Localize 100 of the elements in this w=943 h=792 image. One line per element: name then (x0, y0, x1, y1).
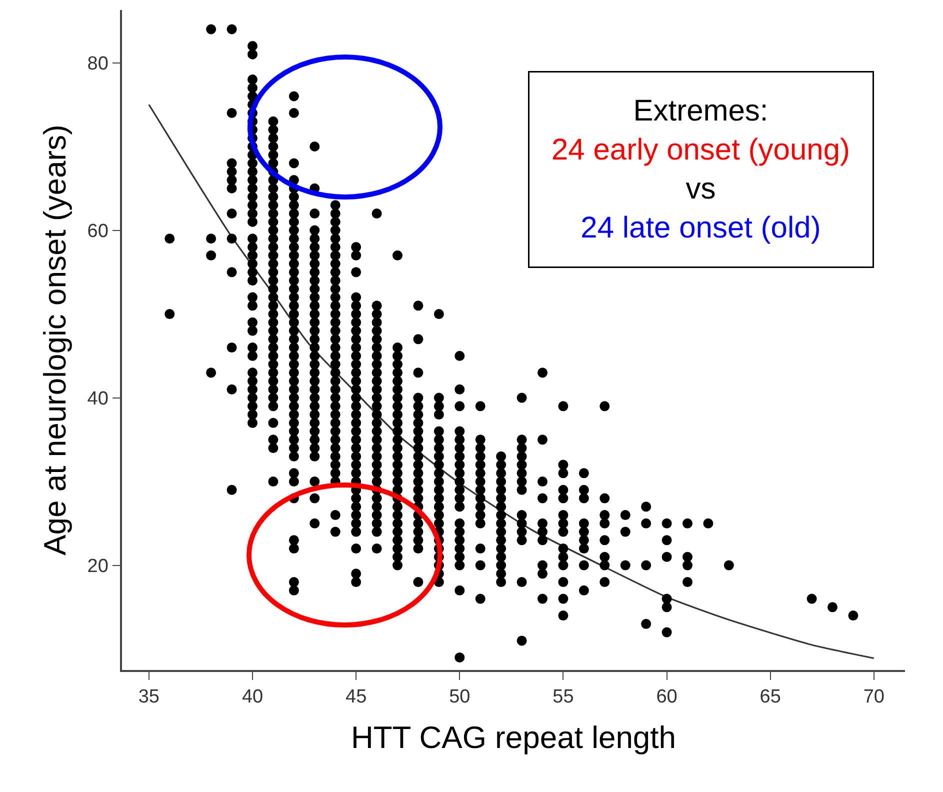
point (578, 585, 589, 596)
point (475, 484, 486, 495)
point (641, 618, 652, 629)
point (848, 610, 858, 621)
point (288, 434, 299, 445)
point (248, 368, 258, 378)
point (372, 342, 382, 353)
point (330, 242, 340, 252)
point (310, 334, 320, 344)
point (248, 208, 258, 219)
point (248, 401, 258, 412)
point (392, 392, 402, 403)
point (392, 401, 402, 412)
point (662, 594, 672, 604)
point (310, 234, 320, 244)
point (475, 493, 486, 504)
point (475, 468, 486, 478)
point (330, 510, 340, 520)
point (454, 350, 465, 361)
point (351, 334, 362, 344)
point (434, 443, 444, 454)
point (226, 158, 237, 168)
point (351, 568, 362, 579)
point (413, 426, 424, 436)
point (392, 526, 402, 537)
point (164, 309, 175, 320)
point (496, 484, 506, 495)
point (330, 384, 340, 394)
point (310, 384, 320, 394)
point (372, 326, 382, 336)
point (351, 577, 362, 588)
point (392, 460, 402, 470)
point (330, 309, 340, 320)
point (330, 376, 340, 386)
point (288, 216, 299, 227)
point (268, 116, 278, 126)
point (248, 384, 258, 394)
point (620, 560, 630, 570)
point (413, 493, 424, 504)
point (206, 368, 216, 378)
point (620, 526, 630, 537)
point (372, 359, 382, 370)
point (330, 460, 340, 470)
annotation: 24 late onset (old) (580, 212, 821, 244)
point (392, 468, 402, 478)
point (310, 267, 320, 278)
point (351, 250, 362, 260)
point (372, 476, 382, 487)
point (288, 401, 299, 412)
point (372, 300, 382, 311)
point (392, 552, 402, 562)
point (413, 460, 424, 470)
point (351, 368, 362, 378)
point (310, 225, 320, 236)
point (454, 502, 465, 512)
point (351, 426, 362, 436)
point (248, 410, 258, 420)
point (372, 443, 382, 454)
point (288, 326, 299, 336)
point (288, 418, 299, 428)
x-tick-label: 70 (863, 686, 884, 708)
point (392, 443, 402, 454)
point (310, 376, 320, 386)
point (578, 468, 589, 478)
point (454, 384, 465, 394)
point (516, 476, 527, 487)
point (330, 258, 340, 269)
point (475, 510, 486, 520)
point (310, 276, 320, 286)
point (516, 451, 527, 462)
point (226, 183, 237, 194)
point (516, 392, 527, 403)
point (413, 434, 424, 445)
point (268, 234, 278, 244)
point (310, 208, 320, 219)
point (475, 594, 486, 604)
point (351, 544, 362, 554)
point (682, 560, 692, 570)
point (392, 342, 402, 353)
point (310, 426, 320, 436)
point (454, 476, 465, 487)
point (641, 560, 652, 570)
point (268, 434, 278, 445)
point (392, 250, 402, 260)
annotation: vs (686, 172, 716, 206)
point (351, 359, 362, 370)
point (310, 258, 320, 269)
point (268, 342, 278, 353)
point (268, 276, 278, 286)
point (330, 392, 340, 403)
point (434, 410, 444, 420)
point (558, 526, 568, 537)
point (330, 468, 340, 478)
point (351, 468, 362, 478)
point (268, 334, 278, 344)
point (454, 652, 465, 662)
point (288, 451, 299, 462)
point (268, 258, 278, 269)
point (392, 426, 402, 436)
point (392, 368, 402, 378)
